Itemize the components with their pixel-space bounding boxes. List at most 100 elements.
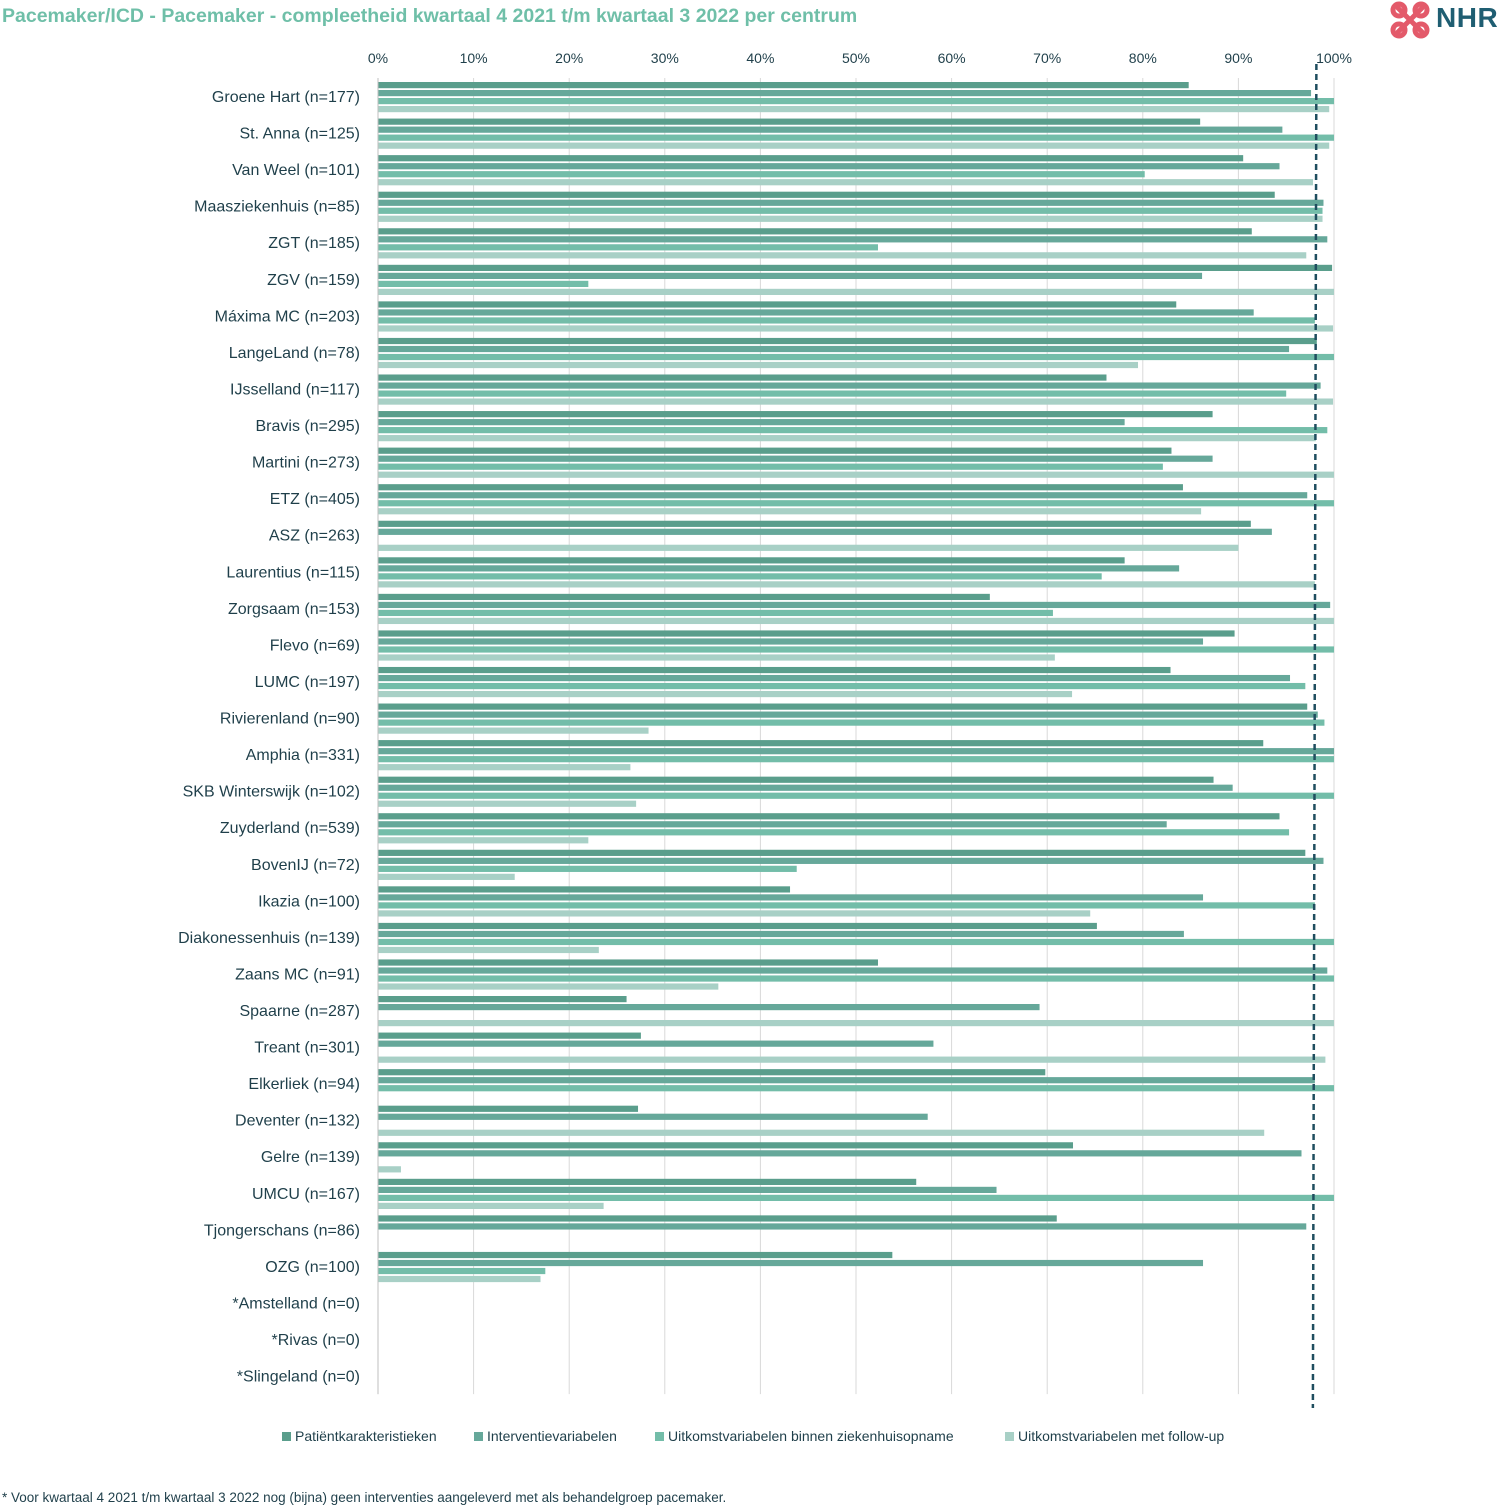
bar [378, 215, 1323, 222]
bar [378, 447, 1172, 454]
category-label: ZGT (n=185) [268, 235, 360, 252]
bar [378, 1194, 1334, 1201]
bar [378, 930, 1184, 938]
x-tick-label: 20% [555, 50, 583, 66]
bar [378, 682, 1306, 690]
legend-item: Patiëntkarakteristieken [282, 1428, 437, 1444]
bar [378, 740, 1264, 747]
x-tick-label: 70% [1033, 50, 1061, 66]
bar [378, 98, 1334, 105]
bar [378, 776, 1214, 783]
bar [378, 727, 649, 734]
category-label: Zuyderland (n=539) [220, 820, 360, 837]
bar [378, 455, 1213, 462]
category-label: Laurentius (n=115) [226, 564, 360, 581]
bar [378, 317, 1315, 324]
bar [378, 427, 1328, 434]
bar [378, 857, 1324, 864]
bar [378, 886, 791, 893]
bar [378, 301, 1177, 308]
bar [378, 748, 1334, 755]
bar [378, 134, 1334, 141]
bar [378, 398, 1334, 405]
bar [378, 1215, 1057, 1222]
category-label: LUMC (n=197) [255, 674, 360, 691]
bar [378, 1020, 1334, 1027]
bar [378, 288, 1334, 295]
category-label: Diakonessenhuis (n=139) [178, 930, 360, 947]
category-label: Maasziekenhuis (n=85) [194, 199, 360, 216]
bar [378, 1040, 934, 1047]
bar [378, 617, 1334, 625]
bar [378, 118, 1201, 125]
category-label: ETZ (n=405) [270, 491, 360, 508]
bar [378, 1186, 997, 1193]
x-tick-label: 0% [368, 50, 388, 66]
category-label: IJsselland (n=117) [230, 381, 360, 398]
bar [378, 938, 1334, 946]
category-label: Gelre (n=139) [261, 1149, 360, 1166]
bar [378, 792, 1334, 799]
category-label: ASZ (n=263) [269, 528, 360, 545]
category-label: Elkerliek (n=94) [248, 1076, 360, 1093]
bar [378, 1259, 1204, 1267]
bar [378, 280, 589, 287]
category-label: Spaarne (n=287) [239, 1003, 360, 1020]
bar [378, 252, 1307, 259]
category-label: Máxima MC (n=203) [215, 308, 360, 325]
category-label: *Amstelland (n=0) [232, 1295, 360, 1312]
bar [378, 1105, 639, 1112]
bar [378, 593, 990, 601]
bar [378, 544, 1239, 551]
x-tick-label: 50% [842, 50, 870, 66]
bar [378, 264, 1333, 271]
bar [378, 1077, 1315, 1084]
bar [378, 865, 797, 872]
x-tick-label: 90% [1224, 50, 1252, 66]
bar [378, 1056, 1326, 1063]
bar [378, 228, 1252, 235]
bar [378, 996, 627, 1003]
bar [378, 520, 1251, 527]
bar [378, 975, 1334, 982]
bar [378, 1142, 1074, 1149]
bar [378, 325, 1334, 332]
bar [378, 784, 1233, 791]
bar [378, 638, 1204, 645]
bar [378, 573, 1102, 580]
legend-item: Uitkomstvariabelen binnen ziekenhuisopna… [655, 1428, 954, 1444]
bar [378, 630, 1235, 637]
bar [378, 500, 1334, 507]
bar [378, 163, 1280, 170]
bar [378, 813, 1280, 820]
category-label: Deventer (n=132) [235, 1113, 360, 1130]
bar [378, 361, 1139, 369]
x-tick-label: 10% [460, 50, 488, 66]
bar [378, 155, 1244, 162]
bar [378, 435, 1316, 442]
legend-label: Uitkomstvariabelen met follow-up [1018, 1428, 1225, 1444]
legend-swatch [282, 1431, 291, 1441]
bar [378, 171, 1145, 178]
bar [378, 666, 1171, 674]
category-label: ZGV (n=159) [267, 272, 360, 289]
bar [378, 236, 1328, 243]
nhr-logo [1388, 0, 1497, 40]
bar [378, 207, 1323, 214]
category-label: UMCU (n=167) [252, 1186, 360, 1203]
bar [378, 1129, 1265, 1136]
bar [378, 756, 1334, 763]
bar [378, 179, 1313, 186]
bar [378, 1004, 1040, 1011]
x-tick-label: 100% [1316, 50, 1352, 66]
bar [378, 800, 637, 807]
bar [378, 902, 1315, 909]
bar [378, 411, 1213, 418]
legend: Patiëntkarakteristieken Interventievaria… [0, 1428, 1497, 1450]
bar [378, 419, 1125, 426]
category-label: BovenIJ (n=72) [251, 857, 360, 874]
heart-knot-logo-icon [1390, 1, 1430, 39]
bar [378, 922, 1097, 930]
bar [378, 1267, 546, 1275]
bar [378, 910, 1091, 917]
